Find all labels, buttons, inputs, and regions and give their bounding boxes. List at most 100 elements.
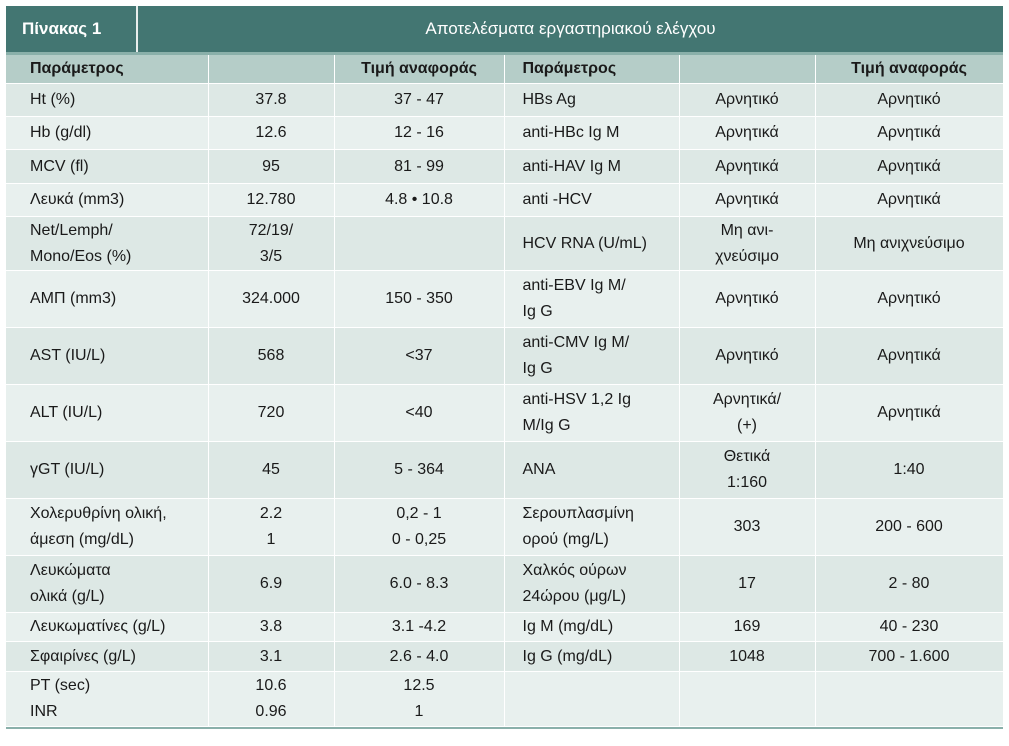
table-cell: Αρνητικό	[679, 327, 816, 385]
table-row: MCV (fl) 95 81 - 99 anti-HAV Ig M Αρνητικά Αρ…	[6, 149, 1004, 184]
table-cell: Αρνητικά	[815, 327, 1004, 385]
table-row: Hb (g/dl) 12.6 12 - 16 anti-HBc Ig M Αρνητικ…	[6, 116, 1004, 150]
table-cell: Net/Lemph/ Mono/Eos (%)	[6, 216, 209, 271]
table-header-bar: Πίνακας 1 Αποτελέσματα εργαστηριακού ελέ…	[6, 6, 1003, 55]
table-cell: Λευκά (mm3)	[6, 183, 209, 217]
table-row: γGT (IU/L) 45 5 - 364 ANA Θετικά 1:160 1:40	[6, 441, 1004, 499]
table-cell: 2.6 - 4.0	[334, 641, 505, 672]
table-cell: 37 - 47	[334, 83, 505, 117]
table-cell: 5 - 364	[334, 441, 505, 499]
table-cell: Λευκώματα ολικά (g/L)	[6, 555, 209, 613]
table-cell: anti-EBV Ig M/ Ig G	[504, 270, 680, 328]
table-row: ALT (IU/L) 720 <40 anti-HSV 1,2 Ig M/Ig G Αρ…	[6, 384, 1004, 442]
table-cell: 169	[679, 612, 816, 642]
table-cell: 6.9	[208, 555, 335, 613]
table-cell: 12.780	[208, 183, 335, 217]
table-cell: Σερουπλασμίνη ορού (mg/L)	[504, 498, 680, 556]
table-cell: 1048	[679, 641, 816, 672]
table-cell: 303	[679, 498, 816, 556]
table-row: PT (sec) INR 10.6 0.96 12.5 1	[6, 671, 1004, 727]
table-row: Λευκώματα ολικά (g/L) 6.9 6.0 - 8.3 Χαλκός …	[6, 555, 1004, 613]
table-cell: Χολερυθρίνη ολική, άμεση (mg/dL)	[6, 498, 209, 556]
table-cell: Αρνητικά	[679, 183, 816, 217]
column-header	[208, 55, 335, 84]
table-cell: ΑΜΠ (mm3)	[6, 270, 209, 328]
table-cell: 17	[679, 555, 816, 613]
table-cell: Χαλκός ούρων 24ώρου (μg/L)	[504, 555, 680, 613]
column-header-row: Παράμετρος Τιμή αναφοράς Παράμετρος Τιμή…	[6, 55, 1004, 84]
table-cell: anti-HAV Ig M	[504, 149, 680, 184]
table-cell: Αρνητικά	[815, 183, 1004, 217]
table-cell: Αρνητικό	[679, 270, 816, 328]
table-cell: Σφαιρίνες (g/L)	[6, 641, 209, 672]
table-cell: 3.1 -4.2	[334, 612, 505, 642]
table-cell: γGT (IU/L)	[6, 441, 209, 499]
table-cell: 40 - 230	[815, 612, 1004, 642]
column-header	[679, 55, 816, 84]
table-cell: <40	[334, 384, 505, 442]
table-cell: 720	[208, 384, 335, 442]
table-cell: 81 - 99	[334, 149, 505, 184]
table-cell: Αρνητικό	[815, 83, 1004, 117]
table-cell: 568	[208, 327, 335, 385]
results-table: Παράμετρος Τιμή αναφοράς Παράμετρος Τιμή…	[6, 55, 1004, 727]
table-cell: Θετικά 1:160	[679, 441, 816, 499]
table-cell: 2.2 1	[208, 498, 335, 556]
table-cell: ALT (IU/L)	[6, 384, 209, 442]
table-cell: 3.8	[208, 612, 335, 642]
table-row: Λευκά (mm3) 12.780 4.8 • 10.8 anti -HCV Αρνη…	[6, 183, 1004, 217]
table-cell: Αρνητικά	[679, 116, 816, 150]
table-cell: 6.0 - 8.3	[334, 555, 505, 613]
table-cell: MCV (fl)	[6, 149, 209, 184]
table-cell: anti-CMV Ig M/ Ig G	[504, 327, 680, 385]
table-cell: Αρνητικά	[815, 116, 1004, 150]
table-cell: Ht (%)	[6, 83, 209, 117]
table-cell: AST (IU/L)	[6, 327, 209, 385]
table-cell: 150 - 350	[334, 270, 505, 328]
table-cell: HBs Ag	[504, 83, 680, 117]
table-cell: 12 - 16	[334, 116, 505, 150]
column-header: Παράμετρος	[504, 55, 680, 84]
table-title: Αποτελέσματα εργαστηριακού ελέγχου	[138, 6, 1003, 52]
table-cell: Ig M (mg/dL)	[504, 612, 680, 642]
column-header: Τιμή αναφοράς	[815, 55, 1004, 84]
table-cell	[334, 216, 505, 271]
lab-results-table-panel: Πίνακας 1 Αποτελέσματα εργαστηριακού ελέ…	[6, 6, 1004, 729]
table-cell: 12.6	[208, 116, 335, 150]
table-cell: 2 - 80	[815, 555, 1004, 613]
table-row: Χολερυθρίνη ολική, άμεση (mg/dL) 2.2 1 0,2…	[6, 498, 1004, 556]
table-cell: Ig G (mg/dL)	[504, 641, 680, 672]
table-cell: 4.8 • 10.8	[334, 183, 505, 217]
table-cell: 12.5 1	[334, 671, 505, 727]
table-cell: anti-HSV 1,2 Ig M/Ig G	[504, 384, 680, 442]
table-cell: Αρνητικά	[815, 149, 1004, 184]
table-cell: Λευκωματίνες (g/L)	[6, 612, 209, 642]
table-cell	[815, 671, 1004, 727]
table-cell: 37.8	[208, 83, 335, 117]
table-cell: 1:40	[815, 441, 1004, 499]
table-cell: Αρνητικό	[815, 270, 1004, 328]
table-row: Net/Lemph/ Mono/Eos (%) 72/19/ 3/5 HCV RNA…	[6, 216, 1004, 271]
table-cell: 72/19/ 3/5	[208, 216, 335, 271]
column-header: Παράμετρος	[6, 55, 209, 84]
table-cell: Αρνητικό	[679, 83, 816, 117]
table-row: Σφαιρίνες (g/L) 3.1 2.6 - 4.0 Ig G (mg/dL) 1…	[6, 641, 1004, 672]
table-cell: HCV RNA (U/mL)	[504, 216, 680, 271]
table-cell: <37	[334, 327, 505, 385]
table-cell: 324.000	[208, 270, 335, 328]
table-cell: Αρνητικά	[815, 384, 1004, 442]
table-cell: anti-HBc Ig M	[504, 116, 680, 150]
table-row: Ht (%) 37.8 37 - 47 HBs Ag Αρνητικό Αρνητικό	[6, 83, 1004, 117]
table-cell: Hb (g/dl)	[6, 116, 209, 150]
table-cell: Μη ανιχνεύσιμο	[815, 216, 1004, 271]
table-cell: 95	[208, 149, 335, 184]
table-number-label: Πίνακας 1	[6, 6, 138, 52]
table-cell: 200 - 600	[815, 498, 1004, 556]
table-cell: Μη ανι- χνεύσιμο	[679, 216, 816, 271]
table-cell: Αρνητικά	[679, 149, 816, 184]
column-header: Τιμή αναφοράς	[334, 55, 505, 84]
table-cell: 0,2 - 1 0 - 0,25	[334, 498, 505, 556]
table-bottom-rule	[6, 727, 1003, 729]
table-cell: PT (sec) INR	[6, 671, 209, 727]
table-cell: 10.6 0.96	[208, 671, 335, 727]
